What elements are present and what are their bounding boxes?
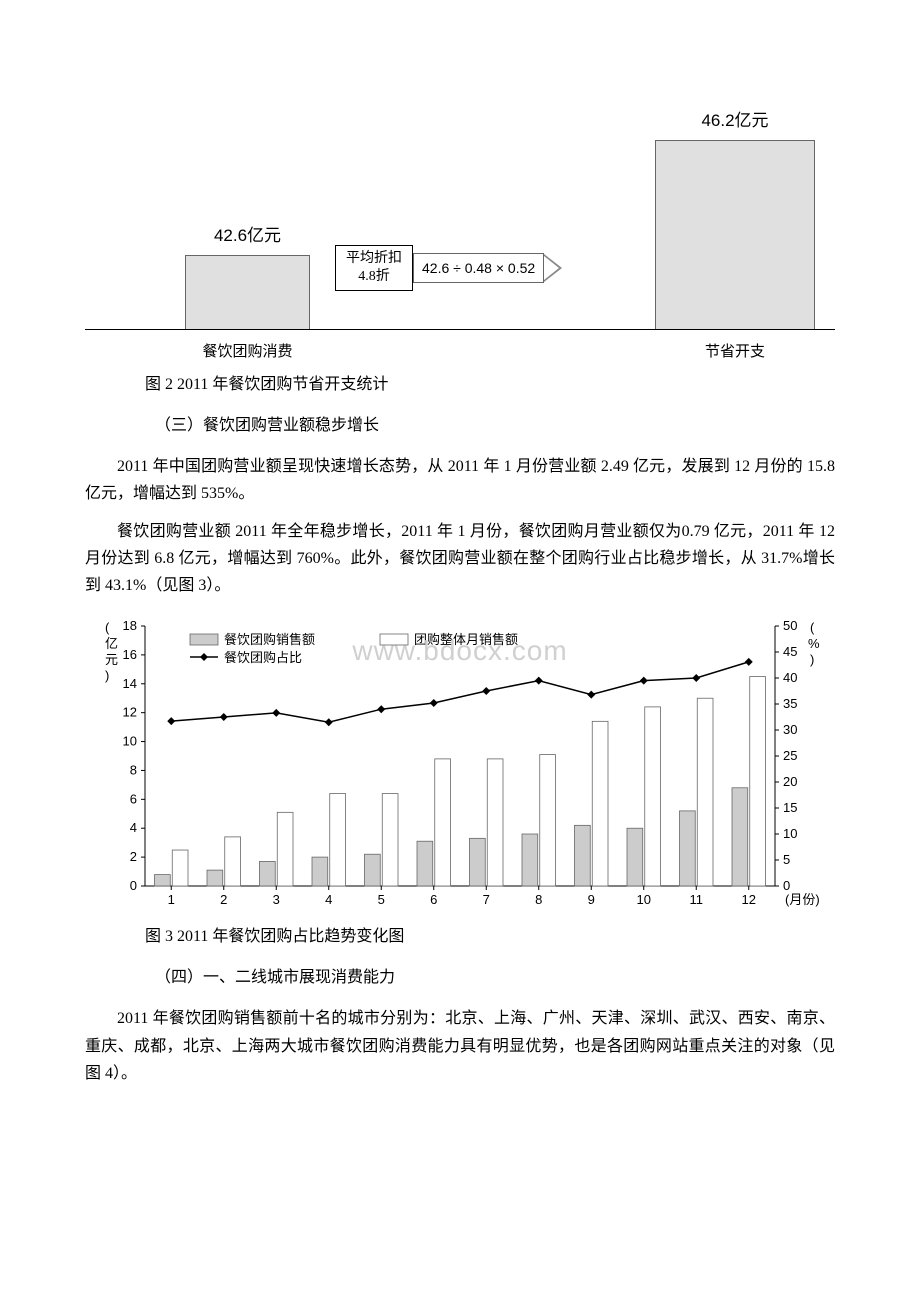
formula-box: 42.6 ÷ 0.48 × 0.52 <box>413 253 544 283</box>
bar-savings <box>655 140 815 330</box>
svg-text:18: 18 <box>123 618 137 633</box>
bar-right-value: 46.2亿元 <box>655 107 815 134</box>
svg-text:): ) <box>105 668 109 683</box>
section-4-heading: （四）一、二线城市展现消费能力 <box>155 965 835 991</box>
svg-text:3: 3 <box>273 892 280 907</box>
svg-text:亿: 亿 <box>105 636 118 651</box>
svg-text:4: 4 <box>130 820 137 835</box>
figure3-caption: 图 3 2011 年餐饮团购占比趋势变化图 <box>145 924 835 950</box>
svg-text:5: 5 <box>783 852 790 867</box>
combo-chart-svg: 02468101214161805101520253035404550(亿元)(… <box>90 614 830 914</box>
paragraph-3: 2011 年餐饮团购销售额前十名的城市分别为：北京、上海、广州、天津、深圳、武汉… <box>85 1005 835 1087</box>
svg-text:1: 1 <box>168 892 175 907</box>
svg-text:20: 20 <box>783 774 797 789</box>
chart-baseline <box>85 329 835 330</box>
xlabel-consumption: 餐饮团购消费 <box>185 340 310 364</box>
svg-text:(: ( <box>105 620 110 635</box>
discount-box: 平均折扣 4.8折 <box>335 245 413 291</box>
arrow-head-icon <box>544 254 562 282</box>
svg-text:9: 9 <box>588 892 595 907</box>
section-3-heading: （三）餐饮团购营业额稳步增长 <box>155 413 835 439</box>
svg-text:11: 11 <box>690 892 704 907</box>
svg-text:10: 10 <box>783 826 797 841</box>
svg-text:团购整体月销售额: 团购整体月销售额 <box>414 632 518 647</box>
svg-text:): ) <box>810 652 814 667</box>
svg-text:7: 7 <box>483 892 490 907</box>
svg-text:%: % <box>808 636 820 651</box>
bar-left-value: 42.6亿元 <box>185 222 310 249</box>
figure2-caption: 图 2 2011 年餐饮团购节省开支统计 <box>145 372 835 398</box>
bar-catering-consumption <box>185 255 310 330</box>
svg-text:元: 元 <box>105 652 118 667</box>
svg-text:35: 35 <box>783 696 797 711</box>
svg-text:30: 30 <box>783 722 797 737</box>
svg-text:0: 0 <box>130 878 137 893</box>
svg-text:10: 10 <box>637 892 651 907</box>
discount-line2: 4.8折 <box>346 268 402 286</box>
calculation-arrow: 平均折扣 4.8折 42.6 ÷ 0.48 × 0.52 <box>335 245 562 291</box>
svg-text:40: 40 <box>783 670 797 685</box>
svg-text:6: 6 <box>130 791 137 806</box>
paragraph-1: 2011 年中国团购营业额呈现快速增长态势，从 2011 年 1 月份营业额 2… <box>85 453 835 507</box>
svg-text:(: ( <box>810 620 815 635</box>
svg-text:12: 12 <box>742 892 756 907</box>
trend-combo-chart: www.bdocx.com 02468101214161805101520253… <box>90 614 830 914</box>
svg-text:14: 14 <box>123 676 137 691</box>
savings-bar-chart: 42.6亿元 46.2亿元 平均折扣 4.8折 42.6 ÷ 0.48 × 0.… <box>85 100 835 330</box>
svg-text:2: 2 <box>130 849 137 864</box>
discount-line1: 平均折扣 <box>346 250 402 268</box>
svg-text:10: 10 <box>123 734 137 749</box>
svg-text:2: 2 <box>220 892 227 907</box>
svg-text:0: 0 <box>783 878 790 893</box>
svg-text:8: 8 <box>535 892 542 907</box>
svg-text:(月份): (月份) <box>785 892 820 907</box>
svg-text:50: 50 <box>783 618 797 633</box>
svg-text:8: 8 <box>130 763 137 778</box>
svg-text:5: 5 <box>378 892 385 907</box>
svg-text:餐饮团购销售额: 餐饮团购销售额 <box>224 632 315 647</box>
svg-text:25: 25 <box>783 748 797 763</box>
svg-text:4: 4 <box>325 892 332 907</box>
xlabel-savings: 节省开支 <box>655 340 815 364</box>
svg-text:45: 45 <box>783 644 797 659</box>
svg-text:15: 15 <box>783 800 797 815</box>
svg-text:12: 12 <box>123 705 137 720</box>
svg-text:餐饮团购占比: 餐饮团购占比 <box>224 650 302 665</box>
paragraph-2: 餐饮团购营业额 2011 年全年稳步增长，2011 年 1 月份，餐饮团购月营业… <box>85 518 835 600</box>
svg-text:6: 6 <box>430 892 437 907</box>
svg-text:16: 16 <box>123 647 137 662</box>
